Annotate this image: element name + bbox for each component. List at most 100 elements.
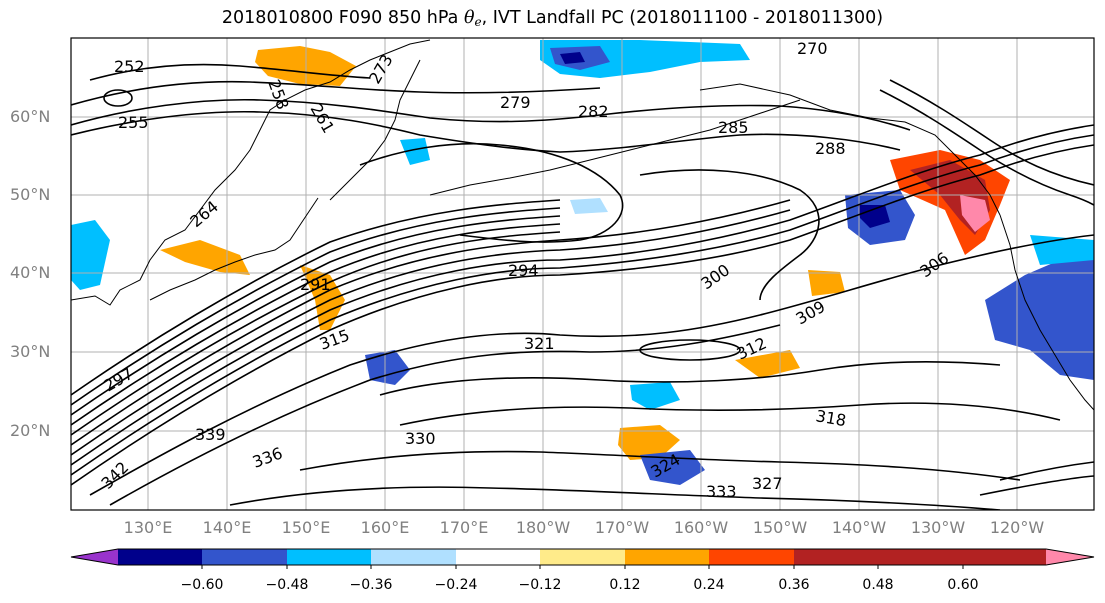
anomaly-patch-navy-central <box>858 205 890 228</box>
lon-label-160e: 160°E <box>360 518 410 537</box>
colorbar-cell <box>371 549 456 565</box>
lon-label-140w: 140°W <box>831 518 887 537</box>
contour-line <box>979 475 1094 496</box>
contour-line <box>399 402 1061 426</box>
contour-line <box>999 461 1094 481</box>
coastline-northamerica <box>999 214 1094 411</box>
anomaly-patch-cyan-kamchatka <box>400 138 430 165</box>
lon-label-150w: 150°W <box>752 518 808 537</box>
contour-line <box>71 231 561 436</box>
contour-line <box>109 324 781 506</box>
contour-label: 252 <box>114 57 145 76</box>
contour-line <box>71 98 911 131</box>
colorbar-cell <box>709 549 794 565</box>
colorbar-cell <box>878 549 963 565</box>
lon-label-140e: 140°E <box>202 518 252 537</box>
colorbar-tick-label: −0.48 <box>265 577 309 593</box>
anomaly-patch-orange-hawaii <box>735 350 800 378</box>
contour-line <box>71 215 561 416</box>
anomaly-patch-orange-japan <box>160 240 250 275</box>
contour-label: 270 <box>797 39 828 58</box>
contour-label: 333 <box>706 482 737 501</box>
contour-label: 309 <box>793 297 829 329</box>
title-prefix: 2018010800 F090 850 hPa <box>221 8 464 28</box>
colorbar-tickmarks <box>201 565 964 569</box>
contour-line <box>71 223 561 426</box>
contour-line <box>71 209 791 456</box>
contour-line <box>299 450 1021 481</box>
coastline-japan <box>149 197 319 301</box>
theta-subscript: e <box>474 15 482 29</box>
theta-symbol: θ <box>463 8 475 28</box>
contour-line <box>359 142 624 243</box>
anomaly-patch-blue-lowlat <box>365 350 410 385</box>
title-suffix: , IVT Landfall PC (2018011100 - 20180113… <box>481 8 884 28</box>
anomaly-patch-cyan-west <box>71 220 110 290</box>
contour-label: 318 <box>814 406 847 430</box>
colorbar-tick-label: 0.24 <box>693 577 725 593</box>
contour-label: 336 <box>250 443 285 471</box>
colorbar-tick-label: −0.60 <box>180 577 224 593</box>
contour-label: 255 <box>118 113 149 132</box>
contour-line <box>71 207 561 406</box>
colorbar-cells <box>71 549 1094 565</box>
contour-closed-pacific <box>639 339 741 361</box>
colorbar-tick-label: −0.24 <box>434 577 478 593</box>
contour-label: 264 <box>186 197 222 231</box>
map-title: 2018010800 F090 850 hPa θe, IVT Landfall… <box>0 8 1105 29</box>
contour-label: 300 <box>697 260 733 293</box>
coastlines <box>71 39 1094 411</box>
lon-label-180w: 180°W <box>515 518 571 537</box>
contour-label: 339 <box>195 425 226 444</box>
lon-label-170w: 170°W <box>594 518 650 537</box>
colorbar-cell <box>202 549 287 565</box>
coastline-asia <box>71 39 431 306</box>
coastline-aleutians <box>429 99 801 196</box>
contour-label: 285 <box>718 118 749 137</box>
colorbar-cell <box>118 549 202 565</box>
colorbar-extend-min <box>71 549 118 565</box>
colorbar-tick-label: 0.12 <box>609 577 641 593</box>
coastline-alaska <box>699 83 1001 216</box>
contour-line <box>71 199 561 396</box>
contour-label: 327 <box>752 474 783 493</box>
contour-line <box>229 486 1001 510</box>
map-frame <box>70 37 1095 511</box>
anomaly-shading <box>71 40 1094 485</box>
lon-label-130w: 130°W <box>910 518 966 537</box>
contour-line <box>71 134 1094 476</box>
colorbar-outline <box>70 548 1095 566</box>
contour-line <box>89 63 371 81</box>
contour-line <box>639 169 820 301</box>
colorbar <box>70 548 1095 569</box>
contour-label: 273 <box>365 51 397 87</box>
lon-label-160w: 160°W <box>673 518 729 537</box>
colorbar-extend-max <box>1046 549 1094 565</box>
anomaly-patch-cyan-eastpacific <box>570 198 608 214</box>
contour-label: 291 <box>300 275 331 294</box>
colorbar-tick-label: 0.48 <box>862 577 894 593</box>
lon-label-150e: 150°E <box>281 518 331 537</box>
anomaly-patch-pink-coast <box>960 195 990 232</box>
contour-line <box>71 80 601 106</box>
contour-line <box>71 199 791 446</box>
colorbar-cell <box>540 549 625 565</box>
anomaly-patch-cyan-lowlat <box>630 382 680 410</box>
lat-label-50n: 50°N <box>10 185 51 204</box>
colorbar-tick-label: −0.36 <box>349 577 393 593</box>
lat-label-60n: 60°N <box>10 107 51 126</box>
contour-label: 288 <box>815 139 846 158</box>
lon-label-130e: 130°E <box>123 518 173 537</box>
anomaly-patch-blue-southeast <box>985 255 1094 380</box>
colorbar-tick-label: 0.60 <box>947 577 979 593</box>
contour-line <box>71 144 1094 486</box>
lon-label-120w: 120°W <box>989 518 1045 537</box>
colorbar-cell <box>794 549 878 565</box>
contour-label: 282 <box>578 102 609 121</box>
contour-line <box>879 89 1094 206</box>
lat-label-30n: 30°N <box>10 342 51 361</box>
colorbar-cell <box>963 549 1046 565</box>
contour-label: 306 <box>916 248 952 281</box>
contour-line <box>889 79 1094 186</box>
